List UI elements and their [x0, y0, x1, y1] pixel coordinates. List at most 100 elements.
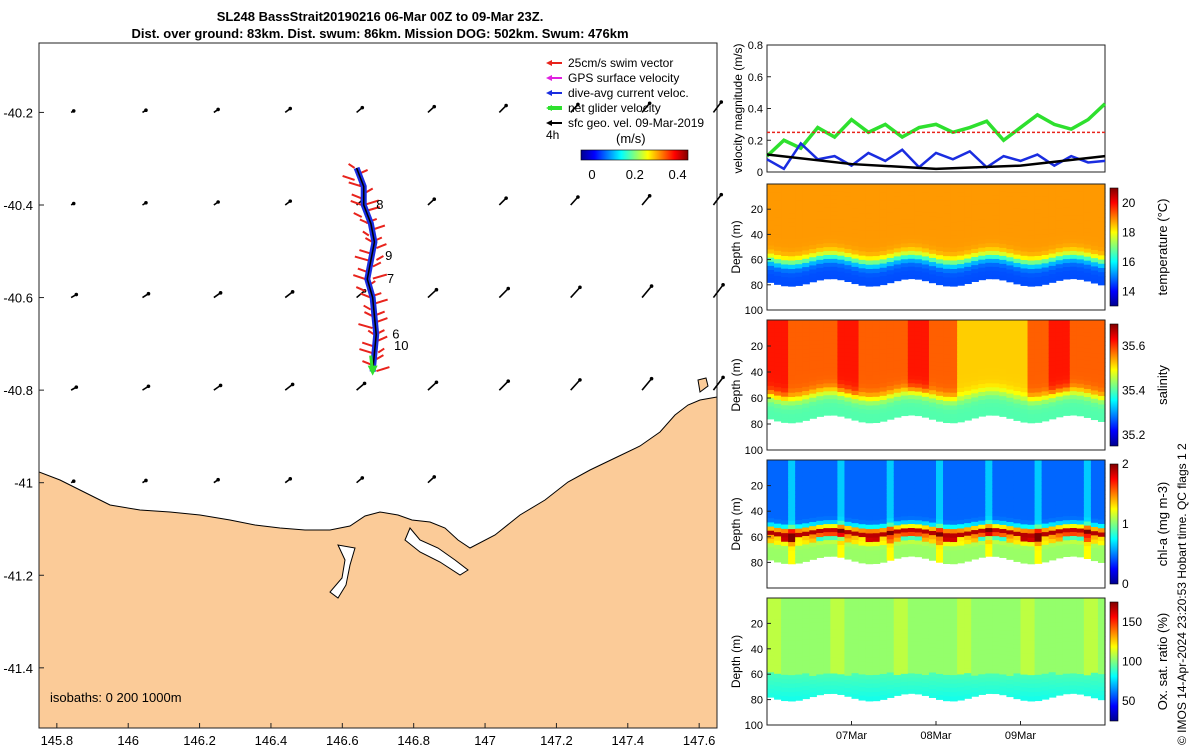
section-cell: [830, 258, 839, 264]
section-cell: [858, 657, 867, 663]
section-cell: [893, 488, 902, 494]
section-cell: [928, 468, 937, 474]
section-cell: [907, 339, 916, 345]
section-cell: [950, 345, 958, 351]
section-cell: [1083, 488, 1092, 494]
section-cell: [837, 480, 846, 485]
section-cell: [978, 606, 986, 611]
section-cell: [957, 192, 965, 198]
section-cell: [985, 673, 993, 679]
section-cell: [992, 516, 1000, 521]
section-cell: [971, 348, 979, 354]
map-x-tick-label: 146.4: [255, 733, 288, 748]
section-cell: [795, 670, 803, 676]
section-cell: [1013, 468, 1022, 474]
section-cell: [767, 551, 775, 557]
section-cell: [1041, 557, 1050, 563]
section-cell: [978, 630, 986, 635]
section-cell: [872, 354, 881, 359]
section-cell: [971, 476, 979, 482]
section-cell: [971, 352, 979, 358]
section-cell: [950, 409, 958, 415]
section-cell: [886, 472, 895, 478]
section-cell: [907, 504, 916, 509]
geo-velocity-arrowhead: [432, 475, 437, 479]
section-cell: [774, 602, 782, 608]
section-cell: [816, 227, 824, 233]
section-cell: [1090, 526, 1099, 532]
section-cell: [1013, 254, 1022, 260]
section-cell: [1006, 208, 1015, 214]
depth-axis-label: Depth (m): [729, 358, 743, 411]
section-cell: [781, 418, 789, 423]
section-cell: [886, 406, 895, 412]
section-cell: [1083, 276, 1092, 282]
section-cell: [964, 527, 972, 533]
section-cell: [858, 328, 867, 334]
section-cell: [1027, 281, 1036, 287]
section-cell: [830, 536, 839, 541]
section-cell: [851, 664, 860, 670]
section-cell: [928, 225, 937, 230]
section-cell: [1006, 517, 1015, 523]
section-cell: [914, 598, 923, 603]
section-cell: [992, 548, 1000, 553]
section-cell: [858, 678, 867, 684]
section-cell: [1034, 533, 1043, 539]
section-cell: [985, 629, 993, 635]
section-cell: [795, 636, 803, 642]
geo-velocity-arrow: [712, 284, 724, 299]
section-cell: [802, 411, 810, 417]
section-cell: [950, 418, 958, 424]
section-cell: [872, 217, 881, 223]
section-cell: [964, 485, 972, 491]
section-cell: [767, 233, 775, 238]
section-cell: [950, 692, 958, 698]
section-cell: [936, 332, 944, 338]
map-y-tick-label: -41.4: [3, 661, 33, 676]
section-cell: [1020, 324, 1029, 330]
section-cell: [872, 657, 881, 663]
section-cell: [907, 367, 916, 373]
section-cell: [1034, 674, 1043, 680]
section-cell: [1006, 414, 1015, 419]
section-cell: [914, 552, 923, 558]
section-cell: [1041, 544, 1050, 550]
section-cell: [1055, 384, 1064, 390]
section-cell: [767, 676, 775, 682]
section-cell: [907, 351, 916, 357]
section-cell: [971, 530, 979, 535]
section-cell: [781, 520, 789, 526]
section-cell: [858, 606, 867, 612]
section-cell: [837, 488, 846, 493]
section-cell: [886, 266, 895, 271]
section-cell: [928, 353, 937, 358]
section-cell: [795, 243, 803, 248]
section-cell: [992, 251, 1000, 256]
section-cell: [921, 208, 930, 213]
velocity-y-tick-label: 0.4: [748, 104, 763, 116]
section-cell: [1090, 480, 1099, 486]
section-cell: [823, 395, 831, 400]
section-cell: [781, 196, 789, 202]
section-cell: [950, 615, 958, 621]
section-cell: [1083, 232, 1092, 238]
section-cell: [907, 492, 916, 497]
section-cell: [999, 622, 1008, 627]
section-cell: [1090, 340, 1099, 346]
section-cell: [858, 614, 867, 620]
section-cell: [1006, 328, 1015, 333]
section-cell: [907, 266, 916, 272]
section-cell: [914, 403, 923, 409]
section-cell: [985, 621, 993, 627]
section-cell: [781, 683, 789, 689]
section-cell: [774, 209, 782, 214]
section-cell: [985, 274, 993, 280]
section-cell: [1062, 263, 1071, 268]
section-cell: [823, 355, 831, 361]
section-cell: [971, 610, 979, 615]
section-cell: [774, 387, 782, 393]
section-cell: [823, 492, 831, 497]
section-cell: [816, 372, 824, 377]
section-cell: [1034, 649, 1043, 655]
